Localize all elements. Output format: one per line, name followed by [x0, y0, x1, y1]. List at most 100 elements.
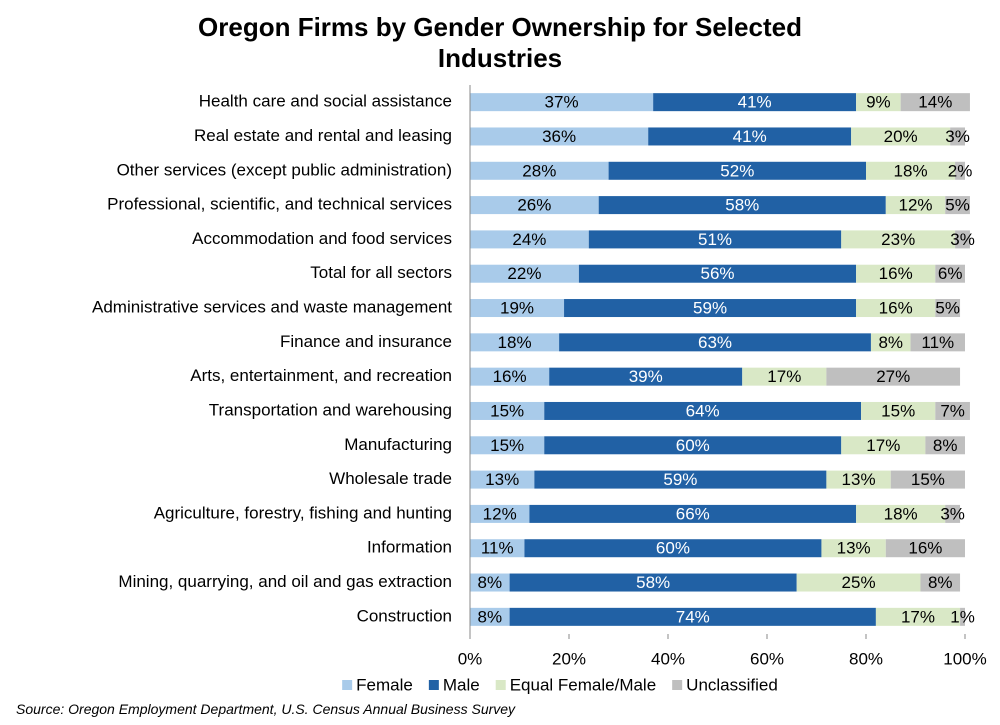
- bar-segment: [826, 367, 961, 386]
- bar-segment: [935, 299, 961, 318]
- data-label: 25%: [842, 573, 876, 592]
- data-label: 16%: [908, 539, 942, 558]
- data-label: 8%: [478, 573, 503, 592]
- data-label: 16%: [879, 264, 913, 283]
- data-label: 51%: [698, 230, 732, 249]
- bar-segment: [544, 436, 842, 455]
- data-label: 41%: [733, 127, 767, 146]
- data-label: 41%: [738, 93, 772, 112]
- bar-segment: [608, 161, 866, 180]
- x-tick-label: 40%: [651, 649, 685, 668]
- legend-swatch: [342, 680, 353, 690]
- data-label: 22%: [507, 264, 541, 283]
- data-label: 24%: [512, 230, 546, 249]
- chart-title: Oregon Firms by Gender Ownership for Sel…: [198, 12, 802, 73]
- bar-segment: [509, 607, 876, 626]
- bar-segment: [925, 436, 965, 455]
- bar-segment: [559, 333, 871, 352]
- bar-segment: [470, 436, 545, 455]
- data-label: 18%: [884, 504, 918, 523]
- bar-segment: [470, 93, 654, 112]
- data-label: 17%: [901, 607, 935, 626]
- bar-segment: [470, 367, 550, 386]
- bar-segment: [900, 93, 970, 112]
- data-label: 8%: [878, 333, 903, 352]
- data-label: 52%: [720, 161, 754, 180]
- y-tick-label: Administrative services and waste manage…: [92, 298, 452, 317]
- bar-segment: [529, 504, 857, 523]
- bar-segment: [470, 127, 649, 146]
- data-label: 17%: [767, 367, 801, 386]
- y-tick-label: Finance and insurance: [280, 332, 452, 351]
- bar-segment: [945, 196, 970, 215]
- bar-segment: [470, 299, 565, 318]
- data-label: 20%: [884, 127, 918, 146]
- bar-segment: [564, 299, 857, 318]
- data-label: 56%: [700, 264, 734, 283]
- data-label: 17%: [866, 436, 900, 455]
- data-label: 1%: [950, 607, 975, 626]
- y-tick-label: Manufacturing: [344, 435, 452, 454]
- data-label: 59%: [663, 470, 697, 489]
- bar-segment: [470, 470, 535, 489]
- bar-segment: [856, 93, 901, 112]
- y-tick-label: Construction: [357, 606, 452, 625]
- bar-segment: [885, 539, 965, 558]
- data-label: 36%: [542, 127, 576, 146]
- bar-segment: [598, 196, 886, 215]
- x-tick-label: 80%: [849, 649, 883, 668]
- bar-segment: [470, 333, 560, 352]
- data-label: 27%: [876, 367, 910, 386]
- y-tick-label: Mining, quarrying, and oil and gas extra…: [118, 572, 452, 591]
- data-label: 64%: [686, 401, 720, 420]
- data-label: 11%: [921, 333, 954, 352]
- y-tick-label: Total for all sectors: [310, 263, 452, 282]
- y-tick-label: Health care and social assistance: [199, 92, 452, 111]
- data-label: 7%: [940, 401, 965, 420]
- bar-segment: [851, 127, 951, 146]
- bar-segment: [841, 230, 956, 249]
- bar-segment: [935, 401, 970, 420]
- bar-segment: [588, 230, 842, 249]
- bar-segment: [910, 333, 965, 352]
- bar-segment: [955, 230, 970, 249]
- y-tick-label: Professional, scientific, and technical …: [107, 195, 452, 214]
- y-tick-label: Information: [367, 538, 452, 557]
- bar-segment: [796, 573, 921, 592]
- data-label: 39%: [629, 367, 663, 386]
- data-label: 18%: [498, 333, 532, 352]
- bar-segment: [950, 127, 965, 146]
- bar-segment: [653, 93, 857, 112]
- bar-segment: [826, 470, 891, 489]
- bar-segment: [920, 573, 961, 592]
- data-label: 60%: [656, 539, 690, 558]
- bar-segment: [841, 436, 926, 455]
- bar-segment: [470, 539, 525, 558]
- bar-segment: [945, 504, 961, 523]
- data-label: 12%: [898, 196, 932, 215]
- bar-segment: [821, 539, 886, 558]
- bar-segment: [870, 333, 911, 352]
- bar-segment: [861, 401, 936, 420]
- bar-segment: [549, 367, 743, 386]
- data-label: 15%: [490, 436, 524, 455]
- y-tick-label: Arts, entertainment, and recreation: [190, 366, 452, 385]
- legend-swatch: [495, 680, 506, 690]
- legend-swatch: [428, 680, 439, 690]
- bar-segment: [856, 299, 936, 318]
- data-label: 3%: [940, 504, 965, 523]
- data-label: 26%: [517, 196, 551, 215]
- x-tick-label: 60%: [750, 649, 784, 668]
- data-label: 5%: [945, 196, 970, 215]
- data-label: 60%: [676, 436, 710, 455]
- data-label: 9%: [866, 93, 891, 112]
- data-label: 2%: [948, 161, 973, 180]
- legend-label: Unclassified: [686, 675, 778, 694]
- data-label: 3%: [945, 127, 970, 146]
- bar-segment: [955, 161, 965, 180]
- data-label: 66%: [676, 504, 710, 523]
- data-label: 37%: [545, 93, 579, 112]
- data-label: 15%: [881, 401, 915, 420]
- bar-segment: [648, 127, 852, 146]
